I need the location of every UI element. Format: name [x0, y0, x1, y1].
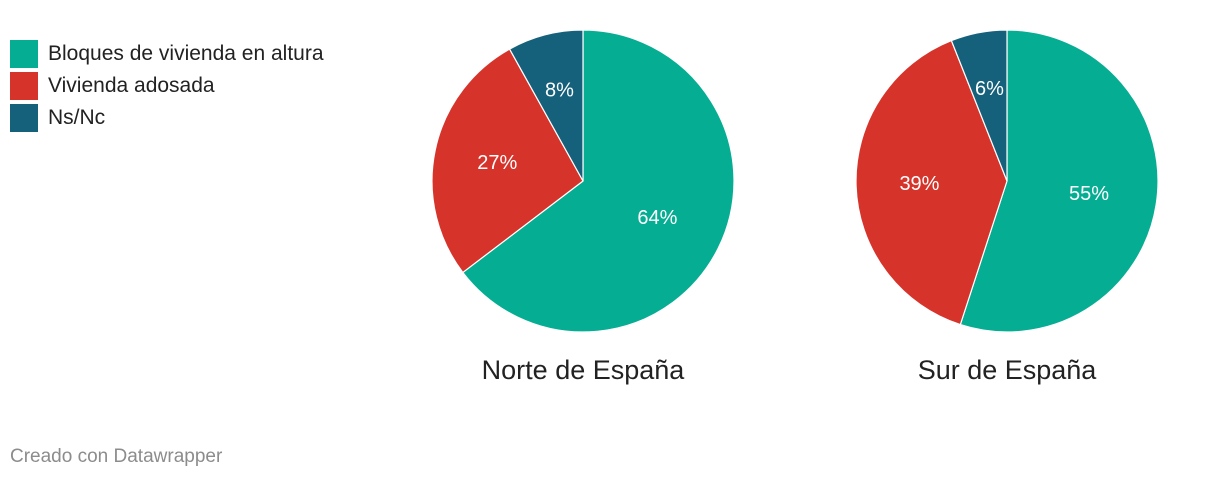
legend-item-nsnc: Ns/Nc — [10, 102, 324, 134]
legend-item-adosada: Vivienda adosada — [10, 70, 324, 102]
footer-credit: Creado con Datawrapper — [10, 446, 223, 467]
pie-1: 64% 27% 8% Norte de España — [431, 29, 735, 385]
legend-label: Bloques de vivienda en altura — [48, 42, 324, 65]
pie-slice — [508, 29, 584, 182]
legend-item-bloques: Bloques de vivienda en altura — [10, 38, 324, 70]
legend-swatch — [10, 104, 38, 132]
pie-title: Norte de España — [482, 355, 686, 385]
pie-slice — [950, 29, 1008, 182]
slice-label: 64% — [637, 207, 677, 229]
legend-swatch — [10, 40, 38, 68]
pie-charts: 64% 27% 8% Norte de España 55% 39% 6% Sur de Es… — [431, 29, 1159, 385]
pie-title: Sur de España — [918, 355, 1098, 385]
pie-2: 55% 39% 6% Sur de España — [855, 29, 1159, 385]
slice-label: 27% — [477, 152, 517, 174]
slice-label: 8% — [545, 79, 574, 101]
pie-slice — [462, 29, 735, 333]
pie-slice — [959, 29, 1159, 333]
slice-label: 55% — [1069, 183, 1109, 205]
legend-swatch — [10, 72, 38, 100]
slice-label: 39% — [899, 173, 939, 195]
legend-label: Ns/Nc — [48, 106, 106, 129]
slice-label: 6% — [975, 78, 1004, 100]
legend-label: Vivienda adosada — [48, 74, 215, 97]
pie-slice — [431, 48, 584, 274]
pie-slice — [855, 40, 1008, 326]
legend: Bloques de vivienda en altura Vivienda a… — [10, 38, 324, 134]
